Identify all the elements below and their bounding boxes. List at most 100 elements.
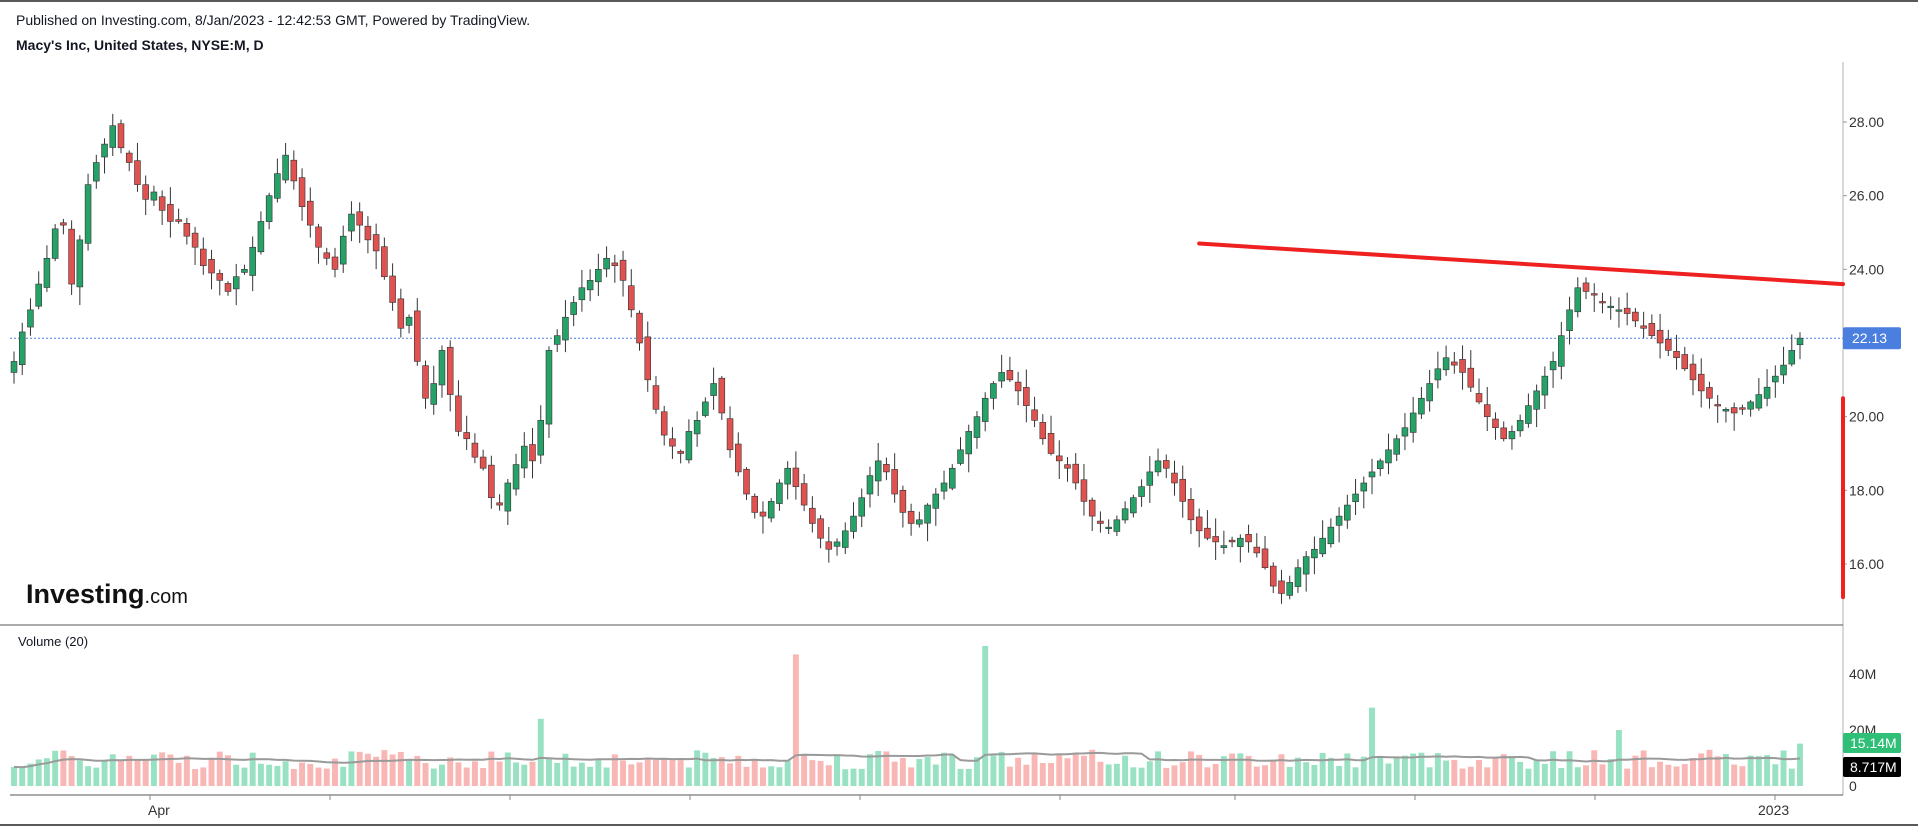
candle-up (570, 302, 577, 315)
volume-bar (373, 756, 380, 786)
candle-up (405, 316, 413, 326)
logo-brand: Investing (26, 579, 145, 609)
candle-down (496, 502, 503, 506)
volume-bar (677, 760, 684, 786)
volume-bar (916, 759, 923, 786)
last-volume-tag: 15.14M (1843, 733, 1901, 753)
price-tick-label: 20.00 (1849, 409, 1884, 425)
candle-down (1730, 407, 1738, 414)
volume-bar (1698, 753, 1705, 786)
candle-up (833, 541, 841, 547)
volume-bar (537, 718, 544, 786)
volume-bar (1410, 753, 1417, 786)
volume-bar (471, 761, 478, 786)
volume-bar (216, 751, 223, 786)
volume-bar (1015, 757, 1022, 786)
volume-bar (1583, 765, 1589, 786)
volume-bar (1426, 767, 1433, 786)
candle-down (1261, 548, 1269, 568)
candle-up (1541, 375, 1549, 396)
volume-bar (546, 757, 552, 786)
volume-bar (1657, 761, 1664, 786)
candle-up (232, 276, 240, 290)
time-axis: Apr 2023 (148, 795, 1789, 818)
candle-down (183, 222, 191, 237)
published-caption: Published on Investing.com, 8/Jan/2023 -… (16, 12, 531, 28)
candle-down (1047, 433, 1055, 454)
candle-down (726, 418, 734, 451)
candle-down (389, 275, 396, 303)
volume-bar (784, 760, 791, 786)
volume-bar (669, 759, 676, 786)
volume-bar (694, 750, 701, 786)
volume-bar (1089, 749, 1096, 786)
volume-bar (1484, 767, 1491, 786)
candle-up (1574, 287, 1582, 313)
candle-down (1278, 580, 1285, 594)
candle-up (924, 504, 931, 524)
candle-down (1590, 293, 1598, 296)
volume-bar (1294, 757, 1301, 786)
volume-bar (1344, 753, 1351, 786)
candle-down (117, 123, 125, 149)
volume-bar (1336, 765, 1343, 786)
volume-bar (1574, 767, 1581, 786)
trendline-resistance[interactable] (1197, 241, 1845, 287)
candle-up (430, 383, 438, 405)
volume-bar (175, 762, 182, 786)
volume-bar (1138, 767, 1145, 786)
volume-bar (1146, 761, 1153, 786)
volume-bar (1739, 766, 1746, 786)
candle-down (636, 312, 643, 344)
candle-down (134, 160, 141, 185)
volume-bar (1319, 753, 1326, 786)
volume-bar (76, 760, 83, 786)
volume-bar (1550, 751, 1557, 786)
volume-bar (356, 751, 363, 786)
candle-up (1796, 337, 1804, 346)
volume-bar (1599, 764, 1606, 786)
volume-bar (225, 755, 231, 786)
volume-bar (1122, 755, 1129, 786)
candle-down (751, 495, 759, 513)
volume-bar (1451, 759, 1458, 786)
candle-up (101, 143, 108, 158)
candle-up (1368, 471, 1376, 478)
volume-bar (1105, 764, 1112, 786)
volume-bar (1640, 750, 1647, 786)
candle-down (455, 395, 462, 432)
candle-down (364, 225, 372, 241)
volume-bar (1196, 754, 1203, 786)
volume-bar (315, 767, 322, 786)
candle-down (1483, 404, 1491, 417)
candle-up (850, 515, 857, 532)
candle-down (331, 256, 339, 270)
candle-down (1162, 460, 1170, 469)
volume-bar (192, 769, 199, 786)
candle-up (1615, 309, 1623, 312)
volume-bar (825, 765, 832, 786)
logo-suffix: .com (145, 586, 188, 608)
candle-down (323, 252, 331, 259)
symbol-title: Macy's Inc, United States, NYSE:M, D (16, 37, 264, 53)
candle-down (660, 411, 668, 436)
volume-bar (1204, 767, 1211, 786)
volume-bar (990, 755, 997, 786)
volume-bar (998, 751, 1005, 786)
candle-up (1344, 504, 1351, 521)
candle-up (1286, 582, 1293, 596)
candle-up (990, 383, 997, 399)
volume-bar (751, 759, 758, 786)
volume-bar (801, 753, 808, 786)
volume-bar (1080, 755, 1087, 786)
volume-bar (1360, 756, 1367, 786)
volume-bar (1443, 760, 1450, 786)
volume-bar (1632, 755, 1639, 786)
volume-bar (521, 764, 528, 786)
volume-bar (1245, 755, 1252, 786)
candle-down (158, 196, 166, 211)
volume-bar (661, 758, 668, 786)
candle-up (1508, 431, 1516, 440)
candle-down (628, 285, 635, 311)
